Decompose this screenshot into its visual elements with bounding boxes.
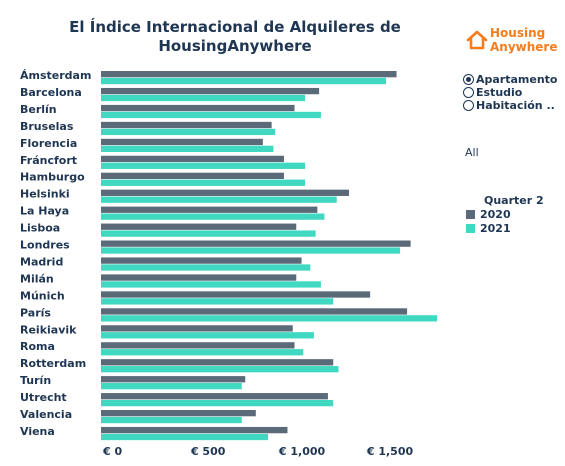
category-label: Roma [20,340,55,353]
bar-2021[interactable] [101,94,306,102]
category-label: Londres [20,239,70,252]
bar-2020[interactable] [101,426,288,434]
radio-unselected-icon[interactable] [463,87,474,98]
legend-item-2020[interactable]: 2020 [466,208,544,221]
x-tick-label: € 0 [102,445,122,458]
bar-2020[interactable] [101,121,272,129]
bar-2020[interactable] [101,376,246,383]
category-label: Madrid [20,255,63,268]
property-type-radio-group: Apartamento Estudio Habitación .. [463,73,558,112]
category-label: Rotterdam [20,357,86,370]
bar-2021[interactable] [101,416,242,424]
radio-label: Estudio [476,86,523,99]
legend-swatch-2021 [466,224,475,233]
house-icon [466,30,488,50]
bar-2021[interactable] [101,213,325,220]
bar-2021[interactable] [101,349,304,356]
bar-2021[interactable] [101,332,314,339]
category-label: Berlín [20,103,57,116]
bar-2021[interactable] [101,77,386,85]
radio-option-apartamento[interactable]: Apartamento [463,73,558,86]
category-label: Helsinki [20,188,70,201]
bar-2020[interactable] [101,359,334,366]
x-tick-label: € 1,000 [278,445,326,458]
city-filter-dropdown[interactable]: All [465,146,479,159]
bar-2020[interactable] [101,257,302,264]
legend-swatch-2020 [466,210,475,219]
bar-2020[interactable] [101,189,350,196]
bar-2021[interactable] [101,315,437,322]
legend-label-2021: 2021 [480,222,511,235]
category-label: Florencia [20,137,77,150]
category-label: Milán [20,272,54,285]
category-label: Valencia [20,408,72,421]
category-label: La Haya [20,205,69,218]
bar-2020[interactable] [101,410,256,417]
logo-text: Housing Anywhere [490,26,557,54]
bar-2021[interactable] [101,264,311,271]
bar-2021[interactable] [101,281,321,288]
category-label: Reikiavik [20,323,77,336]
bar-2020[interactable] [101,155,284,163]
radio-option-estudio[interactable]: Estudio [463,86,558,99]
bar-2020[interactable] [101,308,408,315]
category-label: Turín [20,374,51,387]
legend-item-2021[interactable]: 2021 [466,222,544,235]
x-tick-label: € 1,500 [366,445,414,458]
logo-line-1: Housing [490,26,546,40]
bar-2021[interactable] [101,162,306,169]
bar-2021[interactable] [101,366,339,373]
category-label: Bruselas [20,120,74,133]
bar-2021[interactable] [101,383,242,390]
category-label: Barcelona [20,86,82,99]
radio-label: Habitación .. [476,99,555,112]
radio-selected-icon[interactable] [463,74,474,85]
bar-2021[interactable] [101,111,321,119]
bar-2020[interactable] [101,71,397,78]
category-label: París [20,306,51,319]
bar-2020[interactable] [101,223,297,230]
bar-2020[interactable] [101,87,320,95]
category-label: Hamburgo [20,171,85,184]
chart-title: El Índice Internacional de Alquileres de… [69,18,401,55]
category-label: Múnich [20,289,65,302]
bar-2020[interactable] [101,104,295,112]
x-tick-label: € 500 [190,445,226,458]
bar-2020[interactable] [101,393,328,400]
bar-2020[interactable] [101,240,411,247]
radio-option-habitacion[interactable]: Habitación .. [463,99,558,112]
category-label: Ámsterdam [20,69,91,82]
bar-2020[interactable] [101,206,318,213]
bar-2020[interactable] [101,342,295,349]
category-label: Lisboa [20,222,60,235]
bar-2021[interactable] [101,196,337,203]
bar-2021[interactable] [101,179,306,186]
bar-2021[interactable] [101,247,401,254]
chart-legend: Quarter 2 2020 2021 [466,194,544,235]
radio-label: Apartamento [476,73,558,86]
bar-2021[interactable] [101,128,276,136]
bar-2021[interactable] [101,399,334,407]
legend-label-2020: 2020 [480,208,511,221]
bar-2021[interactable] [101,433,269,441]
bar-2020[interactable] [101,138,263,146]
housinganywhere-logo: Housing Anywhere [466,26,562,56]
category-label: Utrecht [20,391,67,404]
bar-2021[interactable] [101,298,334,305]
bar-2021[interactable] [101,230,316,237]
bar-2021[interactable] [101,145,274,152]
logo-line-2: Anywhere [490,40,558,54]
bar-2020[interactable] [101,325,293,332]
bar-2020[interactable] [101,274,297,281]
legend-title: Quarter 2 [484,194,544,207]
category-label: Fráncfort [20,154,77,167]
bar-2020[interactable] [101,291,371,298]
bar-2020[interactable] [101,172,284,179]
category-label: Viena [20,425,55,438]
radio-unselected-icon[interactable] [463,100,474,111]
